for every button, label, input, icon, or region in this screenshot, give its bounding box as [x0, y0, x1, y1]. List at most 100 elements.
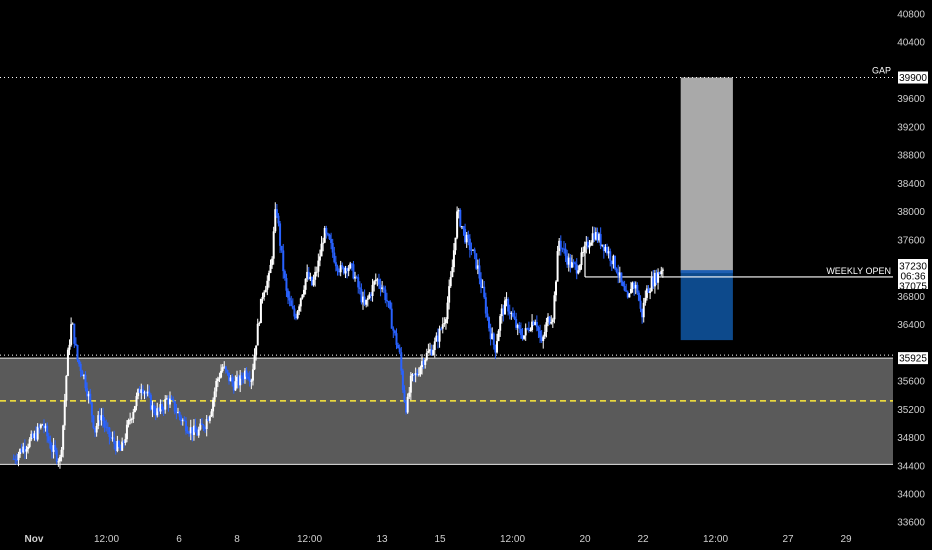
candle-body: [599, 234, 602, 246]
candle-body: [395, 333, 398, 345]
candle-body: [655, 272, 658, 283]
candle-body: [540, 337, 543, 341]
candle-body: [658, 272, 661, 275]
candle-body: [86, 388, 89, 397]
candle-body: [161, 404, 164, 410]
candle-body: [274, 209, 277, 232]
candle-body: [89, 393, 92, 403]
candle-body: [328, 234, 331, 240]
candle-body: [208, 416, 211, 421]
candle-body: [28, 439, 31, 447]
x-tick-label: 12:00: [500, 534, 525, 545]
candle-body: [570, 261, 573, 268]
candle-body: [140, 389, 143, 393]
candle-body: [213, 391, 216, 400]
candle-body: [186, 431, 189, 434]
candle-body: [215, 380, 218, 392]
x-tick-label: 22: [637, 534, 649, 545]
candle-body: [31, 433, 34, 438]
candle-body: [106, 427, 109, 429]
candle-body: [97, 415, 100, 426]
candle-body: [27, 446, 30, 450]
candle-body: [628, 293, 631, 298]
candle-body: [657, 272, 660, 283]
candle-body: [242, 378, 245, 380]
candle-body: [256, 323, 259, 346]
candle-body: [117, 441, 120, 447]
stop-zone[interactable]: [680, 271, 733, 341]
candle-body: [634, 284, 637, 289]
candle-body: [358, 287, 361, 290]
target-zone[interactable]: [680, 77, 733, 272]
candle-body: [46, 425, 49, 437]
candle-body: [489, 328, 492, 340]
candle-body: [223, 366, 226, 368]
y-tick-label: 37600: [897, 235, 925, 246]
candle-body: [84, 374, 87, 389]
candle-body: [438, 328, 441, 342]
candle-body: [561, 248, 564, 250]
candle-body: [121, 441, 124, 451]
candle-body: [661, 269, 664, 271]
gap-price-tag: 39900: [899, 73, 927, 84]
candle-body: [602, 244, 605, 252]
candle-body: [580, 252, 583, 266]
range-box: [0, 358, 893, 465]
candle-body: [197, 429, 200, 436]
x-tick-label: 12:00: [703, 534, 728, 545]
candle-body: [49, 441, 52, 449]
candle-body: [68, 344, 71, 350]
candle-body: [38, 426, 41, 428]
candle-body: [87, 393, 90, 397]
y-tick-label: 34400: [897, 461, 925, 472]
candle-body: [125, 424, 128, 440]
candle-body: [601, 244, 604, 246]
candle-body: [623, 285, 626, 291]
candle-body: [269, 264, 272, 273]
candle-body: [320, 243, 323, 257]
candle-body: [76, 345, 79, 360]
candle-body: [47, 436, 50, 442]
candle-body: [145, 392, 148, 394]
candle-body: [23, 446, 26, 452]
candle-body: [176, 412, 179, 414]
candle-body: [58, 456, 61, 462]
candle-body: [302, 289, 305, 295]
candle-body: [288, 297, 291, 301]
candle-body: [25, 449, 28, 452]
candle-body: [323, 228, 326, 243]
time-axis[interactable]: Nov 12:00 6 8 12:00 13 15 12:00 20 22 12:00 27 29: [25, 534, 852, 545]
candle-body: [78, 359, 81, 364]
candle-body: [66, 349, 69, 376]
candle-body: [636, 284, 639, 293]
candle-body: [111, 437, 114, 439]
candle-body: [255, 345, 258, 355]
candle-body: [194, 425, 197, 433]
candle-body: [594, 232, 597, 240]
candle-body: [307, 271, 310, 280]
candle-body: [537, 327, 540, 331]
candle-body: [57, 461, 60, 463]
position-tool[interactable]: [680, 77, 733, 341]
candle-body: [389, 301, 392, 309]
candle-body: [339, 265, 342, 273]
candle-body: [287, 290, 290, 298]
x-tick-label: 12:00: [297, 534, 322, 545]
y-tick-label: 38400: [897, 179, 925, 190]
candle-body: [411, 374, 414, 376]
candle-body: [480, 278, 483, 288]
candle-body: [188, 433, 191, 435]
candle-body: [614, 255, 617, 269]
x-tick-label: 20: [579, 534, 591, 545]
candle-body: [492, 333, 495, 345]
candle-body: [625, 290, 628, 292]
candle-body: [379, 284, 382, 290]
candle-body: [454, 237, 457, 251]
candle-body: [653, 272, 656, 287]
candle-body: [55, 450, 58, 462]
candle-body: [65, 375, 68, 401]
candle-body: [631, 282, 634, 289]
candle-body: [224, 366, 227, 371]
candle-body: [516, 325, 519, 328]
